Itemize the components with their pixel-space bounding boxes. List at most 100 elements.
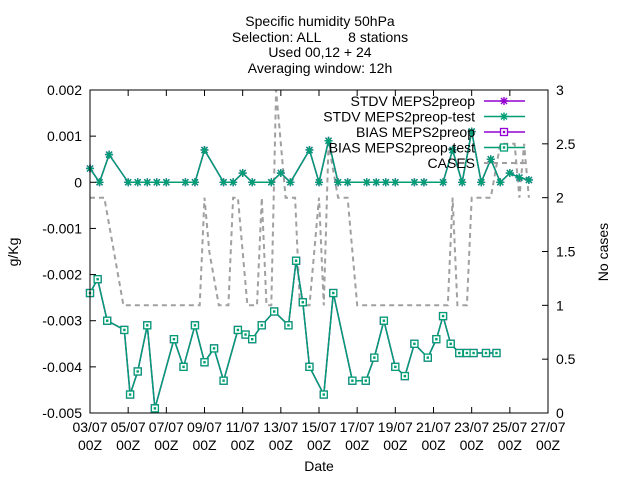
x-tick-label-hour: 00Z xyxy=(154,437,179,453)
x-tick-label-hour: 00Z xyxy=(345,437,370,453)
series-4 xyxy=(85,256,501,413)
x-tick-label-day: 17/07 xyxy=(340,419,375,435)
data-point xyxy=(209,344,219,353)
series-5 xyxy=(90,89,530,307)
data-point xyxy=(381,178,390,187)
data-point xyxy=(219,376,228,385)
plot-frame xyxy=(89,89,549,414)
data-point xyxy=(257,321,266,330)
data-point xyxy=(229,178,238,187)
data-point xyxy=(334,178,343,187)
data-point xyxy=(400,371,410,381)
y2-axis-label: No cases xyxy=(595,223,611,281)
data-point xyxy=(467,127,476,136)
x-tick-label-day: 13/07 xyxy=(263,419,298,435)
data-point xyxy=(499,127,509,137)
data-point xyxy=(319,390,328,399)
chart-title-line-4: Averaging window: 12h xyxy=(248,60,393,76)
data-point xyxy=(133,178,142,187)
y2-tick-label: 0 xyxy=(556,405,564,421)
y-tick-label: -0.004 xyxy=(42,359,82,375)
data-point xyxy=(284,321,293,330)
plot-series xyxy=(85,89,533,413)
y-tick-label: -0.003 xyxy=(42,313,82,329)
legend-label: BIAS MEPS2preop-test xyxy=(329,140,475,156)
data-point xyxy=(391,362,400,372)
legend-label: STDV MEPS2preop xyxy=(351,93,476,109)
data-point xyxy=(143,321,152,330)
data-point xyxy=(448,145,457,154)
x-tick-label-day: 23/07 xyxy=(454,419,489,435)
x-tick-label-hour: 00Z xyxy=(460,437,485,453)
y2-tick-label: 1 xyxy=(556,297,564,313)
y-tick-label: 0.002 xyxy=(47,82,82,98)
x-tick-label-day: 19/07 xyxy=(378,419,413,435)
chart-title-line-1: Specific humidity 50hPa xyxy=(245,13,395,29)
data-point xyxy=(446,339,455,348)
data-point xyxy=(150,404,160,413)
legend-label: CASES xyxy=(428,155,475,171)
data-point xyxy=(152,178,161,187)
x-tick-label-day: 09/07 xyxy=(187,419,222,435)
data-point xyxy=(458,178,467,187)
y-tick-label: -0.005 xyxy=(42,405,82,421)
x-tick-label-hour: 00Z xyxy=(307,437,332,453)
data-point xyxy=(181,178,190,187)
data-point xyxy=(286,178,295,187)
y-tick-label: 0.001 xyxy=(47,128,82,144)
data-point xyxy=(455,348,464,358)
y-tick-label: -0.002 xyxy=(42,267,82,283)
data-point xyxy=(93,275,102,284)
legend-label: STDV MEPS2preop-test xyxy=(323,109,475,125)
data-point xyxy=(439,178,448,187)
plot-axes: 0.002 0.001 0 -0.001 -0.002 -0.003 -0.004 -0.00… xyxy=(42,82,575,453)
x-tick-label-day: 25/07 xyxy=(492,419,527,435)
x-tick-label-day: 15/07 xyxy=(301,419,336,435)
data-point xyxy=(190,321,200,330)
data-point xyxy=(125,390,135,399)
x-tick-label-hour: 00Z xyxy=(192,437,217,453)
x-tick-label-day: 21/07 xyxy=(416,419,451,435)
data-point xyxy=(248,178,257,187)
data-point xyxy=(298,298,307,307)
data-point xyxy=(291,256,301,265)
y2-tick-label: 1.5 xyxy=(556,244,576,260)
data-point xyxy=(190,178,199,187)
data-point xyxy=(343,178,352,187)
data-point xyxy=(241,330,250,339)
x-tick-label-hour: 00Z xyxy=(383,437,408,453)
data-point xyxy=(329,288,338,298)
y2-tick-label: 3 xyxy=(556,82,564,98)
series-line xyxy=(90,89,530,307)
data-point xyxy=(469,348,478,358)
x-tick-label-hour: 00Z xyxy=(269,437,294,453)
x-tick-label-hour: 00Z xyxy=(78,437,103,453)
x-tick-label-hour: 00Z xyxy=(536,437,561,453)
data-point xyxy=(372,178,381,187)
x-tick-label-day: 11/07 xyxy=(226,419,260,435)
data-point xyxy=(432,335,441,344)
data-point xyxy=(305,145,314,154)
data-point xyxy=(410,339,419,348)
data-point xyxy=(276,169,285,178)
data-point xyxy=(410,178,419,187)
x-tick-label-hour: 00Z xyxy=(116,437,141,453)
data-point xyxy=(505,169,514,178)
y-axis-label: g/Kg xyxy=(5,238,21,267)
data-point xyxy=(370,353,379,362)
x-tick-label-hour: 00Z xyxy=(498,437,523,453)
data-point xyxy=(500,97,508,105)
data-point xyxy=(391,178,400,187)
data-point xyxy=(200,358,209,367)
data-point xyxy=(477,178,486,187)
data-point xyxy=(95,178,104,187)
x-tick-label-hour: 00Z xyxy=(421,437,446,453)
data-point xyxy=(379,316,389,325)
data-point xyxy=(486,155,495,164)
data-point xyxy=(162,178,171,187)
x-tick-label-day: 05/07 xyxy=(111,419,146,435)
data-point xyxy=(169,335,179,344)
data-point xyxy=(423,353,432,362)
data-point xyxy=(238,169,247,178)
